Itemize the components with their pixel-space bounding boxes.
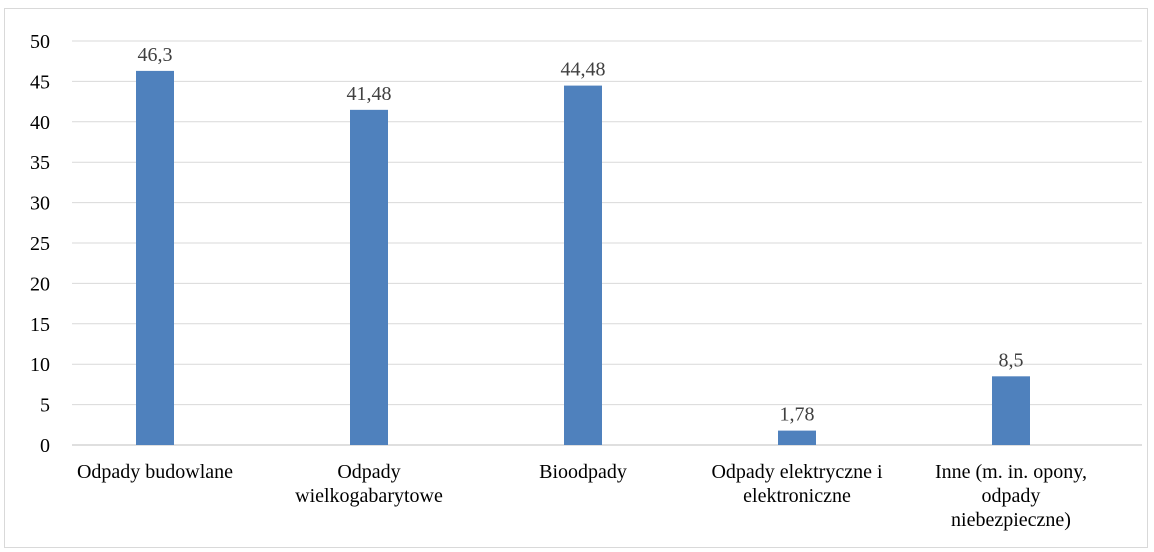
- data-label: 41,48: [347, 83, 392, 105]
- y-tick-label: 35: [30, 152, 50, 174]
- data-label: 1,78: [780, 404, 815, 426]
- data-label: 44,48: [561, 59, 606, 81]
- y-tick-label: 20: [30, 273, 50, 295]
- y-axis-tick-labels: 0 5 10 15 20 25 30 35 40 45 50: [30, 31, 50, 457]
- y-tick-label: 30: [30, 193, 50, 215]
- category-label: Bioodpady: [539, 461, 627, 483]
- bar: [350, 109, 388, 445]
- data-labels: 46,3 41,48 44,48 1,78 8,5: [138, 44, 1024, 426]
- gridlines: [72, 40, 1142, 406]
- category-label: Inne (m. in. opony,: [935, 461, 1087, 483]
- category-label: niebezpieczne): [951, 509, 1071, 531]
- y-tick-label: 15: [30, 314, 50, 336]
- bar: [992, 376, 1030, 445]
- y-tick-label: 0: [40, 435, 50, 457]
- data-label: 8,5: [999, 349, 1024, 371]
- category-label: wielkogabarytowe: [295, 485, 443, 507]
- bar: [136, 70, 174, 446]
- data-label: 46,3: [138, 44, 173, 66]
- bar: [778, 430, 816, 445]
- y-tick-label: 50: [30, 31, 50, 53]
- y-tick-label: 40: [30, 112, 50, 134]
- category-label: elektroniczne: [743, 485, 851, 507]
- y-tick-label: 25: [30, 233, 50, 255]
- bars: [136, 70, 1030, 446]
- category-label: Odpady: [337, 461, 400, 483]
- bar: [564, 85, 602, 446]
- category-label: odpady: [982, 485, 1041, 507]
- category-label: Odpady budowlane: [77, 461, 233, 483]
- category-label: Odpady elektryczne i: [711, 461, 882, 483]
- y-tick-label: 5: [40, 395, 50, 417]
- y-tick-label: 45: [30, 71, 50, 93]
- y-tick-label: 10: [30, 354, 50, 376]
